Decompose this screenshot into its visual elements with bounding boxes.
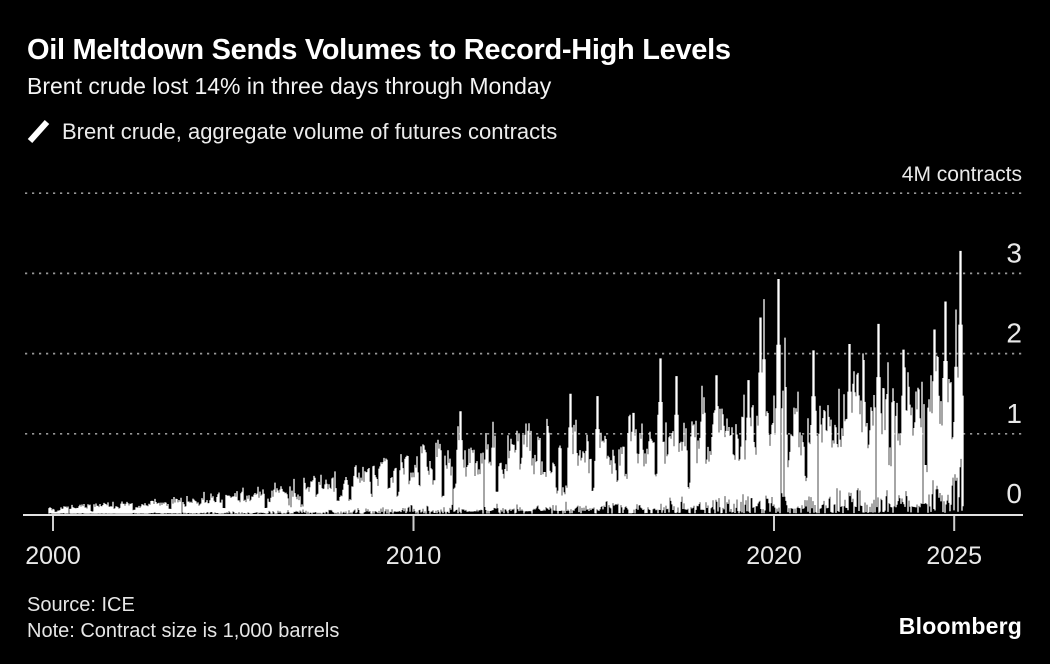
x-tick-label-2010: 2010 <box>386 542 442 570</box>
y-axis-unit-label: 4M contracts <box>902 163 1022 186</box>
y-tick-label-3: 3 <box>1006 237 1022 268</box>
series-brent-volume <box>48 250 964 514</box>
note-text: Note: Contract size is 1,000 barrels <box>27 620 340 642</box>
chart-subtitle: Brent crude lost 14% in three days throu… <box>27 73 552 99</box>
chart-title: Oil Meltdown Sends Volumes to Record-Hig… <box>27 34 731 66</box>
bloomberg-logo: Bloomberg <box>898 613 1022 639</box>
x-tick-label-2025: 2025 <box>926 542 982 570</box>
line-series-stroke-icon <box>27 119 50 144</box>
y-tick-label-1: 1 <box>1006 398 1022 429</box>
x-tick-label-2020: 2020 <box>746 542 802 570</box>
x-tick-label-2000: 2000 <box>25 542 81 570</box>
y-tick-label-0: 0 <box>1006 478 1022 509</box>
y-tick-label-2: 2 <box>1006 318 1022 349</box>
source-text: Source: ICE <box>27 594 135 616</box>
legend-series-label: Brent crude, aggregate volume of futures… <box>62 118 558 144</box>
legend: Brent crude, aggregate volume of futures… <box>26 118 557 145</box>
